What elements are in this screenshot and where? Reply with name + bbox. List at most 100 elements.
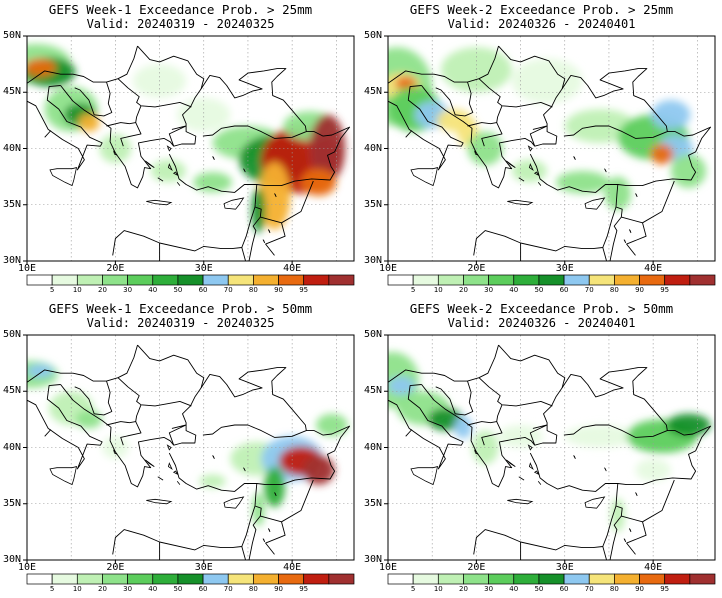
border-line — [60, 85, 175, 189]
panel-valid-dates: Valid: 20240319 - 20240325 — [86, 316, 275, 330]
border-line — [602, 546, 608, 560]
latitude-label: 35N — [3, 497, 22, 509]
latitude-label: 30N — [364, 255, 383, 266]
border-line — [405, 130, 413, 138]
longitude-label: 10E — [378, 263, 398, 274]
colorbar-swatch — [488, 274, 515, 286]
colorbar-swatch — [689, 274, 716, 286]
colorbar-swatch — [328, 573, 355, 585]
border-line — [478, 377, 553, 407]
latitude-label: 50N — [364, 329, 383, 340]
colorbar-swatch — [513, 274, 540, 286]
border-line — [173, 367, 307, 446]
border-line — [241, 546, 247, 560]
border-line — [256, 425, 351, 486]
colorbar-label: 70 — [223, 286, 233, 294]
map-panel-week2-50mm: GEFS Week-2 Exceedance Prob. > 50mm Vali… — [361, 299, 722, 598]
border-line — [534, 367, 668, 446]
colorbar-label: 50 — [534, 286, 544, 294]
colorbar-swatch — [689, 573, 716, 585]
panel-title: GEFS Week-2 Exceedance Prob. > 25mm — [409, 2, 674, 17]
border-line — [473, 153, 619, 256]
colorbar-label: 20 — [458, 585, 468, 593]
border-line — [27, 384, 103, 470]
precip-probability-area — [441, 47, 512, 93]
border-line — [621, 479, 675, 523]
latitude-label: 35N — [364, 497, 383, 509]
colorbar-label: 90 — [635, 286, 644, 294]
colorbar-swatch — [51, 573, 78, 585]
precip-probability-area — [302, 455, 335, 485]
border-line — [106, 421, 142, 446]
map-panel-week1-50mm: GEFS Week-1 Exceedance Prob. > 50mm Vali… — [0, 299, 361, 598]
border-line — [74, 380, 113, 416]
precip-probability-area — [427, 408, 464, 431]
border-line — [265, 222, 286, 256]
colorbar-swatch — [76, 274, 103, 286]
border-line — [498, 344, 566, 389]
latitude-label: 45N — [364, 86, 383, 98]
colorbar-label: 10 — [72, 286, 82, 294]
panel-valid-dates: Valid: 20240326 - 20240401 — [447, 17, 636, 31]
border-line — [626, 222, 647, 256]
longitude-label: 10E — [17, 562, 37, 573]
border-line — [241, 247, 247, 261]
border-line — [137, 45, 205, 90]
precip-probability-area — [651, 100, 691, 130]
colorbar-label: 80 — [248, 585, 258, 593]
colorbar-label: 10 — [433, 585, 443, 593]
colorbar-label: 30 — [123, 286, 133, 294]
colorbar-swatch — [614, 573, 640, 585]
latitude-label: 40N — [364, 441, 383, 453]
colorbar-swatch — [152, 573, 179, 585]
border-line — [27, 344, 138, 383]
longitude-label: 20E — [106, 562, 125, 573]
colorbar-label: 10 — [433, 286, 443, 294]
border-line — [173, 68, 307, 147]
border-line — [626, 521, 647, 555]
precip-probability-area — [454, 416, 472, 439]
panel-valid-dates: Valid: 20240326 - 20240401 — [447, 316, 636, 330]
border-line — [260, 180, 314, 224]
border-line — [496, 404, 503, 422]
colorbar-swatch — [253, 573, 279, 585]
colorbar-swatch — [538, 573, 565, 585]
border-line — [473, 452, 619, 555]
latitude-label: 40N — [3, 441, 22, 453]
latitude-label: 35N — [364, 198, 383, 210]
colorbar-swatch — [76, 573, 103, 585]
precip-probability-area — [78, 113, 100, 132]
border-line — [421, 384, 536, 488]
precip-probability-area — [75, 410, 103, 429]
colorbar-swatch — [127, 274, 154, 286]
colorbar-label: 50 — [173, 286, 183, 294]
precip-probability-area — [564, 425, 636, 448]
border-line — [498, 45, 566, 90]
colorbar-label: 95 — [299, 286, 309, 294]
colorbar-label: 95 — [660, 585, 670, 593]
border-line — [44, 429, 52, 437]
colorbar-swatch — [588, 573, 615, 585]
latitude-label: 50N — [3, 30, 22, 41]
border-line — [602, 247, 608, 261]
border-line — [388, 45, 499, 84]
colorbar-swatch — [664, 274, 691, 286]
precip-probability-area — [610, 498, 625, 532]
precip-probability-area — [388, 376, 415, 395]
border-line — [388, 344, 499, 383]
colorbar-label: 20 — [97, 585, 107, 593]
border-line — [496, 105, 503, 123]
border-line — [609, 505, 623, 560]
longitude-label: 20E — [106, 263, 125, 274]
border-line — [621, 180, 675, 224]
colorbar-swatch — [488, 573, 515, 585]
map-svg — [23, 35, 355, 286]
colorbar-swatch — [328, 274, 355, 286]
precip-probability-area — [251, 187, 266, 233]
colorbar-swatch — [303, 573, 330, 585]
colorbar-swatch — [563, 573, 590, 585]
precip-probability-area — [315, 413, 348, 437]
colorbar-swatch — [463, 274, 489, 286]
border-line — [135, 404, 142, 422]
colorbar-swatch — [177, 274, 204, 286]
